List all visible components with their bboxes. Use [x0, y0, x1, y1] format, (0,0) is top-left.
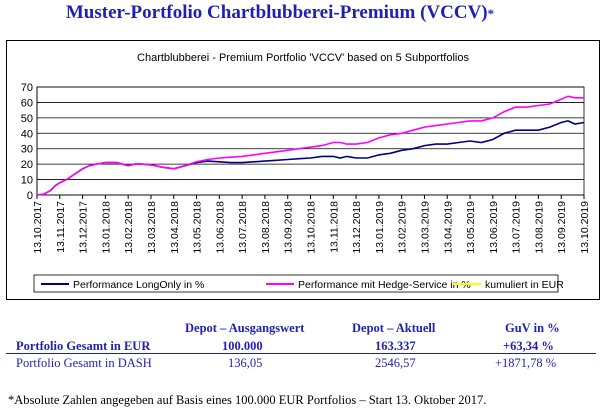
- plot-area-border: [36, 86, 585, 196]
- row-dash-start: 136,05: [228, 356, 263, 370]
- x-tick-label-3: 13.01.2018: [100, 201, 112, 254]
- y-tick-label-20: 20: [21, 159, 33, 171]
- x-tick-label-10: 13.08.2018: [260, 201, 272, 254]
- x-tick-label-19: 13.05.2019: [465, 201, 477, 254]
- series-line-1: [36, 95, 584, 196]
- y-tick-label-40: 40: [21, 128, 33, 140]
- x-tick-label-2: 13.12.2017: [78, 201, 90, 254]
- y-tick-label-30: 30: [21, 144, 33, 156]
- header-current-value: Depot – Aktuell: [352, 321, 436, 335]
- row-dash-label: Portfolio Gesamt in DASH: [16, 356, 152, 370]
- x-tick-label-11: 13.09.2018: [283, 201, 295, 254]
- x-tick-label-18: 13.04.2019: [442, 201, 454, 254]
- x-tick-label-16: 13.02.2019: [397, 201, 409, 254]
- x-tick-label-8: 13.06.2018: [214, 201, 226, 254]
- performance-chart: Chartblubberei - Premium Portfolio 'VCCV…: [21, 52, 591, 293]
- x-tick-label-12: 13.10.2018: [306, 201, 318, 254]
- table-divider: [6, 353, 596, 354]
- page-title: Muster-Portfolio Chartblubberei-Premium …: [65, 2, 495, 23]
- header-guv: GuV in %: [505, 321, 560, 335]
- y-tick-label-0: 0: [27, 190, 33, 202]
- y-tick-label-60: 60: [21, 97, 33, 109]
- legend-box: [33, 274, 559, 293]
- row-eur-start: 100.000: [222, 339, 263, 353]
- x-tick-label-13: 13.11.2018: [328, 201, 340, 253]
- x-tick-label-5: 13.03.2018: [146, 201, 158, 254]
- x-tick-label-23: 13.09.2019: [556, 201, 568, 254]
- x-tick-label-9: 13.07.2018: [237, 201, 249, 254]
- x-tick-label-21: 13.07.2019: [511, 201, 523, 254]
- series-line-0: [36, 120, 585, 196]
- chart-title: Chartblubberei - Premium Portfolio 'VCCV…: [137, 52, 469, 64]
- row-dash-guv: +1871,78 %: [495, 356, 557, 370]
- x-tick-label-17: 13.03.2019: [419, 201, 431, 254]
- x-tick-label-0: 13.10.2017: [32, 201, 44, 254]
- chart-frame: Chartblubberei - Premium Portfolio 'VCCV…: [6, 40, 600, 300]
- row-eur-current: 163.337: [375, 339, 416, 353]
- row-eur-label: Portfolio Gesamt in EUR: [16, 339, 151, 353]
- x-tick-label-24: 13.10.2019: [579, 201, 591, 254]
- header-start-value: Depot – Ausgangswert: [185, 321, 305, 335]
- title-footnote-mark: *: [487, 6, 495, 21]
- y-tick-label-50: 50: [21, 113, 33, 125]
- x-tick-label-20: 13.06.2019: [488, 201, 500, 254]
- x-tick-label-4: 13.02.2018: [123, 201, 135, 254]
- x-tick-label-6: 13.04.2018: [169, 201, 181, 254]
- legend-label-2: kumuliert in EUR: [485, 279, 564, 291]
- legend-label-0: Performance LongOnly in %: [73, 279, 204, 291]
- row-eur-guv: +63,34 %: [503, 339, 554, 353]
- footnote: *Absolute Zahlen angegeben auf Basis ein…: [8, 393, 487, 407]
- row-dash-current: 2546,57: [375, 356, 416, 370]
- y-tick-label-10: 10: [21, 175, 33, 187]
- x-tick-label-15: 13.01.2019: [374, 201, 386, 254]
- x-tick-label-7: 13.05.2018: [192, 201, 204, 254]
- x-tick-label-1: 13.11.2017: [55, 201, 67, 253]
- legend-label-1: Performance mit Hedge-Service in %: [298, 279, 471, 291]
- y-tick-label-70: 70: [21, 82, 33, 94]
- x-tick-label-14: 13.12.2018: [351, 201, 363, 254]
- x-tick-label-22: 13.08.2019: [533, 201, 545, 254]
